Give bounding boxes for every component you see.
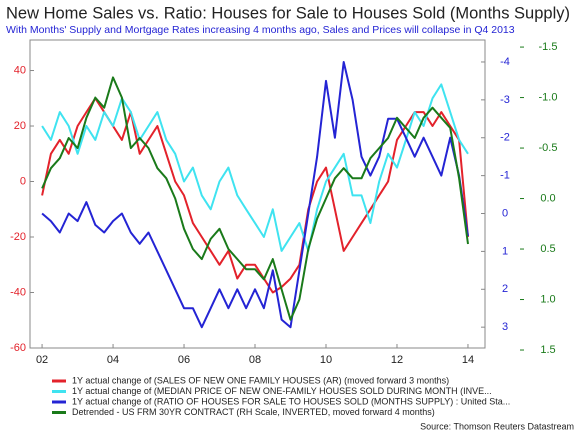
y3-tick-label: 0.5 [540, 243, 555, 255]
source: Source: Thomson Reuters Datastream [420, 421, 574, 431]
legend-label: 1Y actual change of (RATIO OF HOUSES FOR… [72, 396, 510, 406]
legend-label: Detrended - US FRM 30YR CONTRACT (RH Sca… [72, 407, 435, 417]
series-line [41, 83, 469, 252]
y2-tick-label: 3 [502, 321, 508, 333]
y3-tick-label: -1.0 [539, 91, 558, 103]
y2-tick-label: 1 [502, 245, 508, 257]
y-tick-label: 20 [14, 120, 26, 132]
x-tick-label: 08 [249, 354, 261, 366]
legend-label: 1Y actual change of (MEDIAN PRICE OF NEW… [72, 386, 492, 396]
chart-title: New Home Sales vs. Ratio: Houses for Sal… [6, 4, 570, 22]
y2-tick-label: 2 [502, 283, 508, 295]
y-tick-label: -40 [10, 286, 26, 298]
y-tick-label: 40 [14, 64, 26, 76]
y2-tick-label: -1 [500, 170, 510, 182]
y3-tick-label: 1.5 [540, 344, 555, 356]
y2-tick-label: 0 [502, 207, 508, 219]
x-tick-label: 06 [178, 354, 190, 366]
y3-tick-label: 1.0 [540, 293, 555, 305]
y2-tick-label: -2 [500, 132, 510, 144]
y-tick-label: -60 [10, 342, 26, 354]
x-tick-label: 12 [391, 354, 403, 366]
chart-subtitle: With Months' Supply and Mortgage Rates i… [6, 24, 515, 36]
x-tick-label: 04 [107, 354, 119, 366]
x-tick-label: 14 [462, 354, 474, 366]
series-line [41, 76, 469, 321]
x-tick-label: 10 [320, 354, 332, 366]
y3-tick-label: -1.5 [539, 41, 558, 53]
plot-frame [29, 39, 486, 349]
y2-tick-label: -3 [500, 94, 510, 106]
x-tick-label: 02 [36, 354, 48, 366]
y-tick-label: -20 [10, 231, 26, 243]
y2-tick-label: -4 [500, 56, 510, 68]
y3-tick-label: 0.0 [540, 192, 555, 204]
y-tick-label: 0 [20, 175, 26, 187]
legend-label: 1Y actual change of (SALES OF NEW ONE FA… [72, 375, 449, 385]
y3-tick-label: -0.5 [539, 142, 558, 154]
